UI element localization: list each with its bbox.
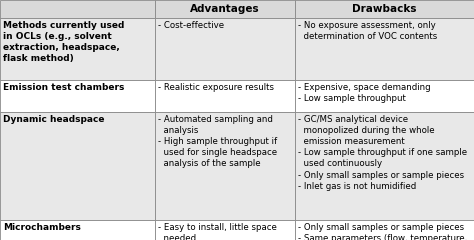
Text: Drawbacks: Drawbacks	[352, 4, 417, 14]
Text: - GC/MS analytical device
  monopolized during the whole
  emission measurement
: - GC/MS analytical device monopolized du…	[298, 115, 467, 191]
Bar	[0, 0, 155, 18]
Text: - Only small samples or sample pieces
- Same parameters (flow, temperature,
  re: - Only small samples or sample pieces - …	[298, 223, 467, 240]
Text: - No exposure assessment, only
  determination of VOC contents: - No exposure assessment, only determina…	[298, 21, 437, 41]
Bar	[155, 220, 295, 240]
Bar	[155, 18, 295, 80]
Text: - Automated sampling and
  analysis
- High sample throughput if
  used for singl: - Automated sampling and analysis - High…	[158, 115, 277, 168]
Bar	[295, 18, 474, 80]
Bar	[155, 0, 295, 18]
Text: Microchambers: Microchambers	[3, 223, 81, 232]
Bar	[0, 220, 155, 240]
Bar	[0, 80, 155, 112]
Bar	[155, 80, 295, 112]
Text: Methods currently used
in OCLs (e.g., solvent
extraction, headspace,
flask metho: Methods currently used in OCLs (e.g., so…	[3, 21, 124, 63]
Text: Dynamic headspace: Dynamic headspace	[3, 115, 104, 124]
Text: - Realistic exposure results: - Realistic exposure results	[158, 83, 274, 92]
Bar	[155, 112, 295, 220]
Text: Emission test chambers: Emission test chambers	[3, 83, 124, 92]
Bar	[0, 112, 155, 220]
Bar	[0, 18, 155, 80]
Bar	[295, 112, 474, 220]
Text: - Expensive, space demanding
- Low sample throughput: - Expensive, space demanding - Low sampl…	[298, 83, 430, 103]
Text: - Easy to install, little space
  needed
- High sample throughput: - Easy to install, little space needed -…	[158, 223, 277, 240]
Bar	[295, 80, 474, 112]
Text: - Cost-effective: - Cost-effective	[158, 21, 224, 30]
Bar	[295, 220, 474, 240]
Bar	[295, 0, 474, 18]
Text: Advantages: Advantages	[190, 4, 260, 14]
